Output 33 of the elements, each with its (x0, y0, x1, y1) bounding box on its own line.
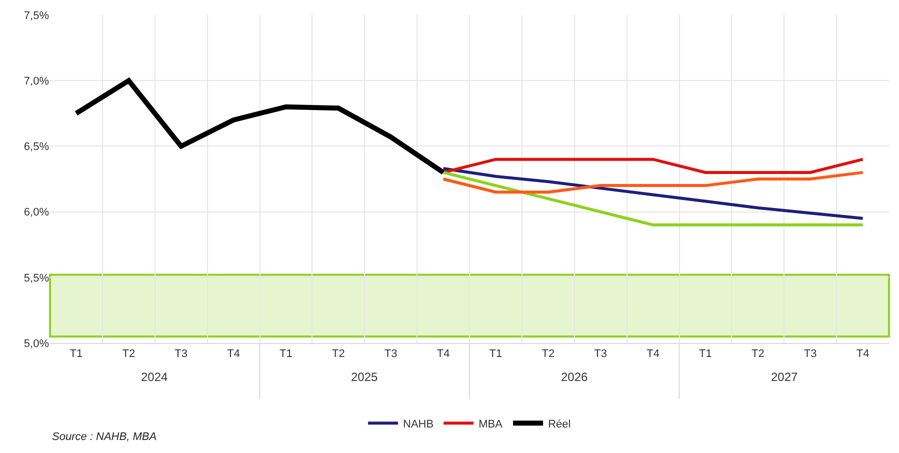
x-tick-label: T1 (280, 348, 292, 360)
x-tick-label: T3 (174, 348, 188, 360)
text: 2024 (141, 370, 168, 384)
text: 2025 (351, 370, 378, 384)
legend-label: NAHB (403, 418, 434, 430)
x-tick-label: T4 (856, 348, 870, 360)
y-tick-label: 7,5% (24, 10, 50, 22)
x-tick-label: T2 (122, 348, 136, 360)
x-tick-label: T1 (70, 348, 83, 360)
y-tick-label: 6,5% (24, 141, 50, 154)
line-series (442, 170, 864, 194)
y-tick-label: 5,5% (24, 272, 50, 284)
x-tick-label: T2 (542, 348, 555, 360)
legend-label: MBA (478, 418, 504, 430)
x-tick-label: T4 (436, 348, 450, 360)
x-tick-label: T3 (594, 348, 608, 360)
x-tick-label: T3 (384, 348, 398, 360)
line-series (442, 170, 864, 226)
line-series (442, 167, 864, 220)
text: 2027 (771, 370, 798, 384)
x-tick-label: T1 (489, 348, 502, 360)
x-tick-label: T1 (699, 348, 712, 360)
y-tick-label: 5,0% (24, 338, 50, 350)
y-tick-label: 6,0% (24, 206, 50, 219)
x-tick-label: T2 (332, 348, 345, 360)
text: 2026 (561, 370, 588, 384)
x-tick-label: T4 (227, 348, 240, 360)
x-tick-label: T2 (751, 348, 764, 360)
y-tick-label: 7,0% (24, 75, 50, 88)
x-tick-label: T4 (646, 348, 660, 360)
legend-label: Réel (548, 418, 571, 430)
x-tick-label: T3 (804, 348, 817, 360)
source-note: Source : NAHB, MBA (52, 431, 157, 443)
